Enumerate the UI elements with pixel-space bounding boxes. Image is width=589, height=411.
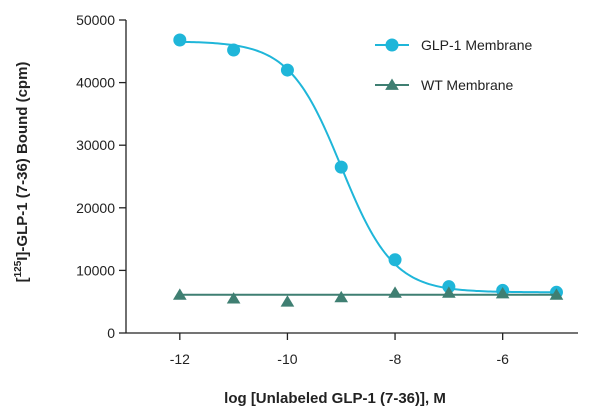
fit-curve — [179, 40, 557, 294]
x-tick-label: -12 — [170, 351, 190, 367]
y-tick-label: 0 — [107, 325, 115, 341]
series-2 — [172, 286, 564, 307]
y-tick-label: 40000 — [76, 75, 115, 91]
y-tick-label: 20000 — [76, 200, 115, 216]
y-ticks: 0 10000 20000 30000 40000 50000 — [76, 12, 126, 341]
data-point — [173, 33, 187, 47]
legend-item: GLP-1 Membrane — [375, 37, 532, 53]
y-axis-title-suffix: I]-GLP-1 (7-36) Bound (cpm) — [14, 62, 31, 261]
y-tick-label: 30000 — [76, 137, 115, 153]
data-point — [280, 295, 295, 307]
x-axis-title: log [Unlabeled GLP-1 (7-36)], M — [224, 390, 446, 407]
y-tick-label: 10000 — [76, 262, 115, 278]
data-point — [280, 63, 294, 77]
y-axis-title-prefix: [ — [14, 277, 31, 282]
legend-item: WT Membrane — [375, 77, 514, 93]
series-1 — [173, 33, 563, 299]
legend-label: GLP-1 Membrane — [421, 37, 532, 53]
data-point — [172, 288, 187, 300]
data-point — [334, 290, 349, 303]
data-point — [334, 160, 348, 174]
y-axis-title: [125I]-GLP-1 (7-36) Bound (cpm) — [13, 62, 31, 283]
data-point — [442, 286, 456, 298]
data-point — [549, 288, 564, 300]
legend-marker — [385, 78, 399, 90]
data-point — [388, 253, 402, 267]
data-point — [227, 43, 241, 57]
y-tick-label: 50000 — [76, 12, 115, 28]
data-point — [226, 292, 241, 304]
x-tick-label: -10 — [277, 351, 297, 367]
legend-marker — [385, 38, 399, 52]
legend: GLP-1 Membrane WT Membrane — [375, 37, 532, 93]
data-point — [495, 287, 510, 299]
x-ticks: -12 -10 -8 -6 — [170, 333, 509, 367]
data-point — [388, 286, 402, 298]
axes: 0 10000 20000 30000 40000 50000 -12 -10 -8 -6 — [76, 12, 578, 367]
x-tick-label: -8 — [389, 351, 402, 367]
series-layer — [172, 33, 564, 307]
x-tick-label: -6 — [496, 351, 509, 367]
legend-label: WT Membrane — [421, 77, 514, 93]
y-axis-title-superscript: 125 — [13, 260, 24, 277]
